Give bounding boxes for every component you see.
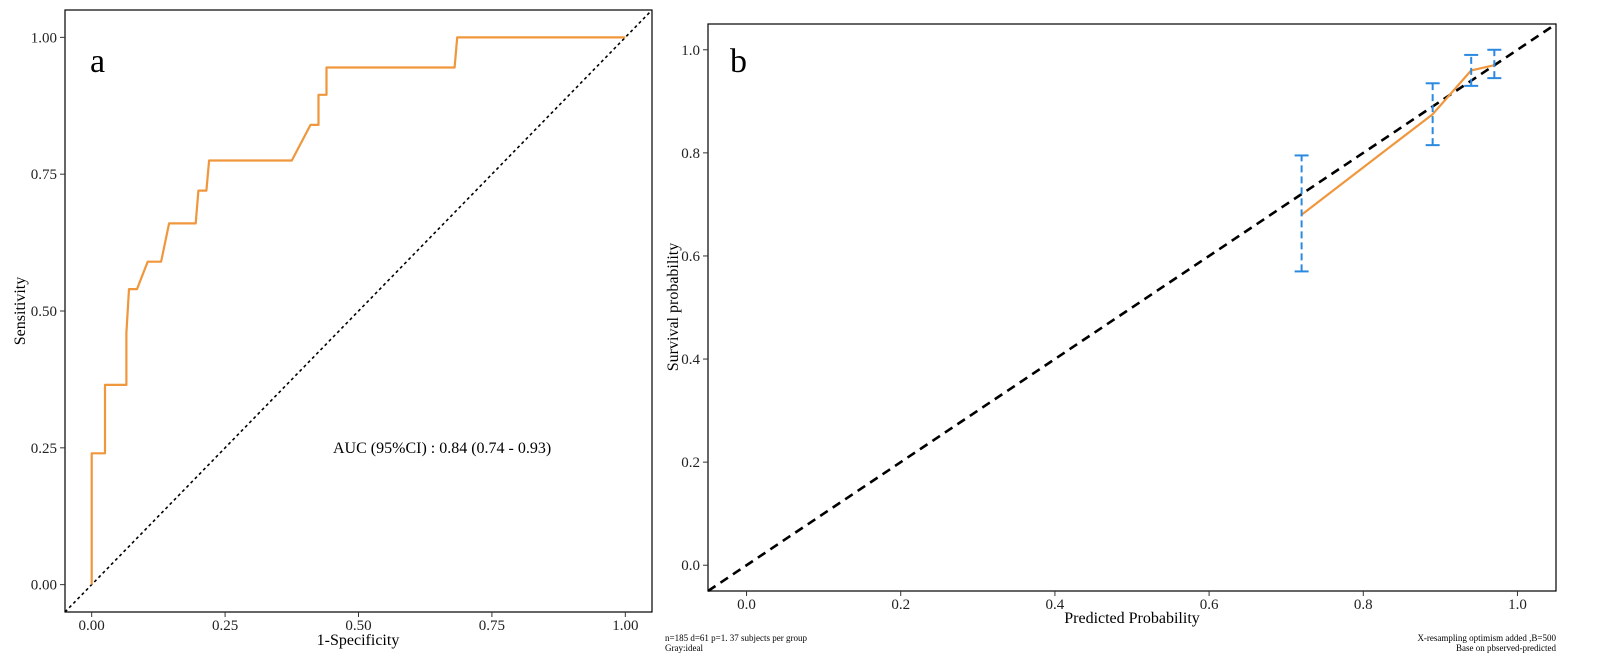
- roc-axis-ticks: 0.00 0.25 0.50 0.75 1.00 0.00 0.25 0.50 0.75 1.00: [31, 30, 639, 634]
- calibration-y-tick-label: 0.8: [681, 146, 700, 162]
- roc-x-tick-label: 1.00: [612, 618, 638, 634]
- roc-x-tick-label: 0.75: [479, 618, 505, 634]
- roc-reference-line: [64, 9, 653, 613]
- calibration-curve: [1300, 64, 1495, 216]
- footnote-left-2: Gray:ideal: [665, 643, 703, 653]
- panel-label-a: a: [90, 43, 105, 80]
- calibration-reference-line: [707, 22, 1557, 593]
- roc-x-axis-label: 1-Specificity: [317, 632, 400, 649]
- roc-y-tick-label: 0.00: [31, 578, 57, 594]
- roc-x-tick-label: 0.00: [79, 618, 105, 634]
- roc-y-tick-label: 0.75: [31, 167, 57, 183]
- roc-panel: 0.00 0.25 0.50 0.75 1.00 0.00 0.25 0.50 0.75 1.00…: [12, 9, 653, 649]
- calibration-x-tick-label: 0.2: [891, 597, 910, 613]
- roc-y-axis-label: Sensitivity: [12, 277, 29, 345]
- calibration-panel: 0.0 0.2 0.4 0.6 0.8 1.0 0.0 0.2 0.4 0.6 0.8 1.0 b P…: [665, 22, 1557, 653]
- calibration-x-tick-label: 0.4: [1046, 597, 1065, 613]
- footnote-right-2: Base on pbserved-predicted: [1456, 643, 1556, 653]
- calibration-x-tick-label: 0.0: [737, 597, 756, 613]
- calibration-y-tick-label: 0.0: [681, 558, 700, 574]
- calibration-x-tick-label: 0.8: [1354, 597, 1373, 613]
- calibration-x-axis-label: Predicted Probability: [1064, 610, 1200, 627]
- footnote-left-1: n=185 d=61 p=1. 37 subjects per group: [665, 633, 807, 643]
- footnote-right-1: X-resampling optimism added ,B=500: [1417, 633, 1556, 643]
- calibration-plot-frame: [707, 23, 1557, 592]
- calibration-y-tick-label: 0.4: [681, 352, 700, 368]
- roc-lines: [64, 9, 653, 613]
- roc-x-tick-label: 0.25: [212, 618, 238, 634]
- roc-y-tick-label: 0.50: [31, 304, 57, 320]
- panel-label-b: b: [730, 43, 747, 80]
- calibration-x-tick-label: 1.0: [1508, 597, 1527, 613]
- calibration-y-tick-label: 0.6: [681, 249, 700, 265]
- calibration-y-tick-label: 1.0: [681, 43, 700, 59]
- calibration-y-tick-label: 0.2: [681, 455, 700, 471]
- calibration-y-axis-label: Survival probability: [665, 243, 682, 371]
- roc-curve: [90, 36, 626, 585]
- roc-x-tick-label: 0.50: [345, 618, 371, 634]
- roc-y-tick-label: 0.25: [31, 441, 57, 457]
- calibration-x-tick-label: 0.6: [1200, 597, 1219, 613]
- auc-annotation: AUC (95%CI) : 0.84 (0.74 - 0.93): [333, 440, 551, 457]
- calibration-axis-ticks: 0.0 0.2 0.4 0.6 0.8 1.0 0.0 0.2 0.4 0.6 0.8 1.0: [681, 43, 1527, 613]
- roc-y-tick-label: 1.00: [31, 30, 57, 46]
- calibration-lines: [707, 22, 1557, 593]
